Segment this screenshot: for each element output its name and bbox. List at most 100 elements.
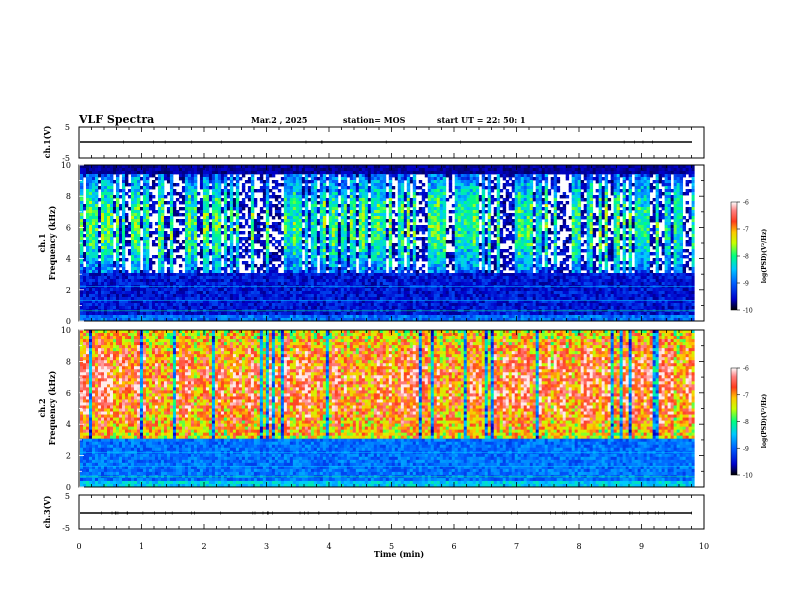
spectrogram-cell [146,276,149,279]
spectrogram-cell [203,270,206,273]
spectrogram-cell [221,276,224,279]
spectrogram-cell [116,246,119,249]
spectrogram-cell [161,294,164,297]
spectrogram-cell [215,189,218,192]
spectrogram-cell [185,303,188,306]
spectrogram-cell [104,273,107,276]
spectrogram-cell [230,180,233,183]
spectrogram-cell [176,219,179,222]
spectrogram-cell [188,315,191,318]
spectrogram-cell [110,258,113,261]
spectrogram-cell [158,291,161,294]
spectrogram-cell [95,312,98,315]
spectrogram-cell [143,177,146,180]
spectrogram-cell [179,168,182,171]
spectrogram-cell [92,171,95,174]
spectrogram-cell [170,279,173,282]
spectrogram-cell [182,165,185,168]
spectrogram-cell [173,279,176,282]
spectrogram-cell [122,240,125,243]
spectrogram-cell [191,249,194,252]
spectrogram-cell [113,273,116,276]
spectrogram-cell [143,192,146,195]
spectrogram-cell [113,297,116,300]
spectrogram-cell [230,171,233,174]
spectrogram-cell [95,201,98,204]
spectrogram-cell [224,180,227,183]
spectrogram-cell [104,213,107,216]
spectrogram-cell [182,177,185,180]
spectrogram-cell [104,249,107,252]
spectrogram-cell [161,225,164,228]
spectrogram-cell [230,174,233,177]
spectrogram-cell [188,258,191,261]
spectrogram-cell [215,282,218,285]
spectrogram-cell [212,204,215,207]
spectrogram-cell [89,195,92,198]
spectrogram-cell [203,252,206,255]
spectrogram-cell [107,264,110,267]
spectrogram-cell [158,219,161,222]
spectrogram-cell [95,315,98,318]
spectrogram-cell [146,198,149,201]
spectrogram-cell [89,213,92,216]
spectrogram-cell [101,261,104,264]
spectrogram-cell [110,297,113,300]
spectrogram-cell [191,276,194,279]
spectrogram-cell [155,282,158,285]
spectrogram-cell [116,195,119,198]
spectrogram-cell [107,258,110,261]
spectrogram-cell [95,267,98,270]
spectrogram-cell [209,294,212,297]
spectrogram-cell [122,255,125,258]
spectrogram-cell [161,237,164,240]
spectrogram-cell [179,315,182,318]
spectrogram-cell [188,210,191,213]
spectrogram-cell [89,192,92,195]
spectrogram-cell [233,165,236,168]
spectrogram-cell [194,288,197,291]
spectrogram-cell [212,306,215,309]
spectrogram-cell [110,264,113,267]
spectrogram-cell [131,189,134,192]
spectrogram-cell [110,168,113,171]
spectrogram-cell [203,264,206,267]
spectrogram-cell [167,177,170,180]
spectrogram-cell [158,171,161,174]
spectrogram-cell [95,288,98,291]
spectrogram-cell [89,189,92,192]
spectrogram-cell [167,225,170,228]
spectrogram-cell [149,267,152,270]
spectrogram-cell [110,246,113,249]
spectrogram-cell [80,282,83,285]
spectrogram-cell [86,225,89,228]
spectrogram-cell [206,189,209,192]
spectrogram-cell [164,258,167,261]
spectrogram-cell [221,180,224,183]
spectrogram-cell [224,174,227,177]
spectrogram-cell [104,270,107,273]
spectrogram-cell [191,234,194,237]
spectrogram-cell [92,222,95,225]
spectrogram-cell [101,240,104,243]
spectrogram-cell [230,288,233,291]
spectrogram-cell [146,282,149,285]
spectrogram-cell [191,189,194,192]
spectrogram-cell [188,201,191,204]
spectrogram-cell [149,204,152,207]
spectrogram-cell [212,198,215,201]
spectrogram-cell [173,303,176,306]
spectrogram-cell [89,228,92,231]
spectrogram-cell [230,273,233,276]
spectrogram-cell [224,219,227,222]
spectrogram-cell [194,249,197,252]
spectrogram-cell [137,282,140,285]
spectrogram-cell [176,288,179,291]
spectrogram-cell [230,315,233,318]
spectrogram-cell [191,192,194,195]
spectrogram-cell [209,180,212,183]
spectrogram-cell [89,168,92,171]
spectrogram-cell [89,207,92,210]
spectrogram-cell [107,171,110,174]
spectrogram-cell [194,234,197,237]
